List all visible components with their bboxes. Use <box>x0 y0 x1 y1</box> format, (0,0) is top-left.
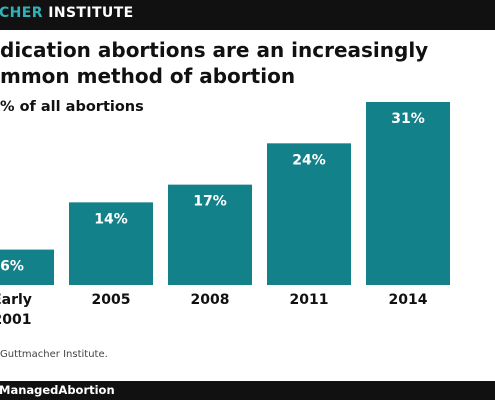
source-note: Guttmacher Institute. <box>0 349 108 360</box>
x-tick-label-1: 2005 <box>92 292 131 308</box>
bar-1 <box>69 202 153 285</box>
bar-4 <box>366 102 450 285</box>
x-tick-label-3: 2011 <box>290 292 329 308</box>
bar-chart: 6% Early2001 14% 2005 17% 2008 24% 2011 31% 2014 <box>0 102 450 328</box>
brand-logo: CHER INSTITUTE <box>0 5 134 21</box>
x-tick-label-4: 2014 <box>389 292 428 308</box>
x-tick-label-0: Early2001 <box>0 292 32 328</box>
bar-3 <box>267 143 351 285</box>
header-bar: CHER INSTITUTE <box>0 0 495 30</box>
hashtag: ManagedAbortion <box>0 383 115 397</box>
data-label-4: 31% <box>391 111 425 127</box>
footer-bar: ManagedAbortion <box>0 381 495 400</box>
data-label-2: 17% <box>193 194 227 210</box>
chart-subtitle: % of all abortions <box>0 99 144 115</box>
chart-title: dication abortions are an increasingly m… <box>0 38 429 88</box>
data-label-1: 14% <box>94 211 128 227</box>
brand-secondary: INSTITUTE <box>48 5 134 21</box>
data-label-3: 24% <box>292 152 326 168</box>
brand-main: CHER <box>0 5 43 21</box>
bar-0 <box>0 249 54 285</box>
data-label-0: 6% <box>0 259 24 275</box>
bar-2 <box>168 184 252 285</box>
x-tick-label-2: 2008 <box>191 292 230 308</box>
